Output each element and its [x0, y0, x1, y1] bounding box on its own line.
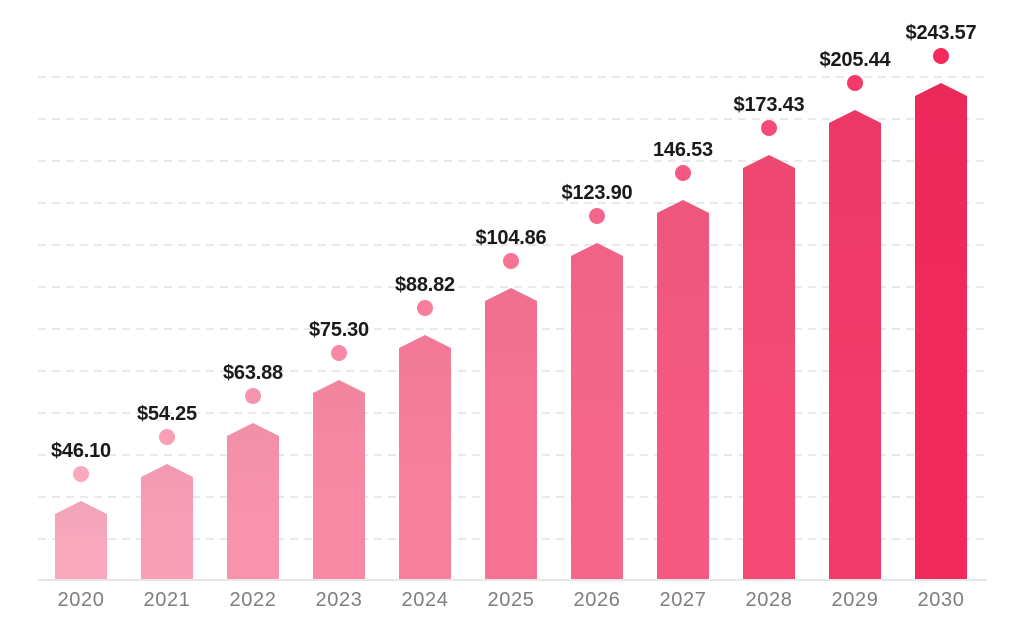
- x-axis-label-2020: 2020: [57, 589, 105, 611]
- data-point-dot-2023: [331, 345, 347, 361]
- gridline: [38, 244, 987, 246]
- value-label-2023: $75.30: [309, 319, 369, 341]
- data-point-dot-2024: [417, 300, 433, 316]
- bar-2026: [571, 243, 623, 580]
- value-label-2025: $104.86: [475, 227, 547, 249]
- value-label-2030: $243.57: [905, 22, 977, 44]
- bar-2025: [485, 288, 537, 580]
- bar-2030: [915, 83, 967, 580]
- value-label-2029: $205.44: [819, 49, 891, 71]
- x-axis-label-2021: 2021: [143, 589, 191, 611]
- bar-2029: [829, 110, 881, 580]
- x-axis-line: [38, 579, 987, 581]
- value-label-2020: $46.10: [51, 440, 111, 462]
- bar-2023: [313, 380, 365, 580]
- value-label-2027: 146.53: [653, 139, 713, 161]
- x-axis-label-2022: 2022: [229, 589, 277, 611]
- x-axis-label-2029: 2029: [831, 589, 879, 611]
- data-point-dot-2030: [933, 48, 949, 64]
- gridline: [38, 160, 987, 162]
- data-point-dot-2027: [675, 165, 691, 181]
- x-axis-label-2030: 2030: [917, 589, 965, 611]
- data-point-dot-2025: [503, 253, 519, 269]
- value-label-2021: $54.25: [137, 403, 197, 425]
- bar-2020: [55, 501, 107, 580]
- data-point-dot-2029: [847, 75, 863, 91]
- data-point-dot-2021: [159, 429, 175, 445]
- gridline: [38, 286, 987, 288]
- x-axis-label-2023: 2023: [315, 589, 363, 611]
- x-axis-label-2024: 2024: [401, 589, 449, 611]
- x-axis-label-2025: 2025: [487, 589, 535, 611]
- gridline: [38, 202, 987, 204]
- bar-2024: [399, 335, 451, 580]
- value-label-2024: $88.82: [395, 274, 455, 296]
- bar-2027: [657, 200, 709, 580]
- x-axis-label-2027: 2027: [659, 589, 707, 611]
- bar-2028: [743, 155, 795, 580]
- bar-2022: [227, 423, 279, 580]
- gridline: [38, 118, 987, 120]
- value-label-2028: $173.43: [733, 94, 805, 116]
- x-axis-label-2028: 2028: [745, 589, 793, 611]
- bar-2021: [141, 464, 193, 580]
- data-point-dot-2026: [589, 208, 605, 224]
- value-label-2026: $123.90: [561, 182, 633, 204]
- value-label-2022: $63.88: [223, 362, 283, 384]
- data-point-dot-2022: [245, 388, 261, 404]
- data-point-dot-2028: [761, 120, 777, 136]
- x-axis-label-2026: 2026: [573, 589, 621, 611]
- data-point-dot-2020: [73, 466, 89, 482]
- gridline: [38, 76, 987, 78]
